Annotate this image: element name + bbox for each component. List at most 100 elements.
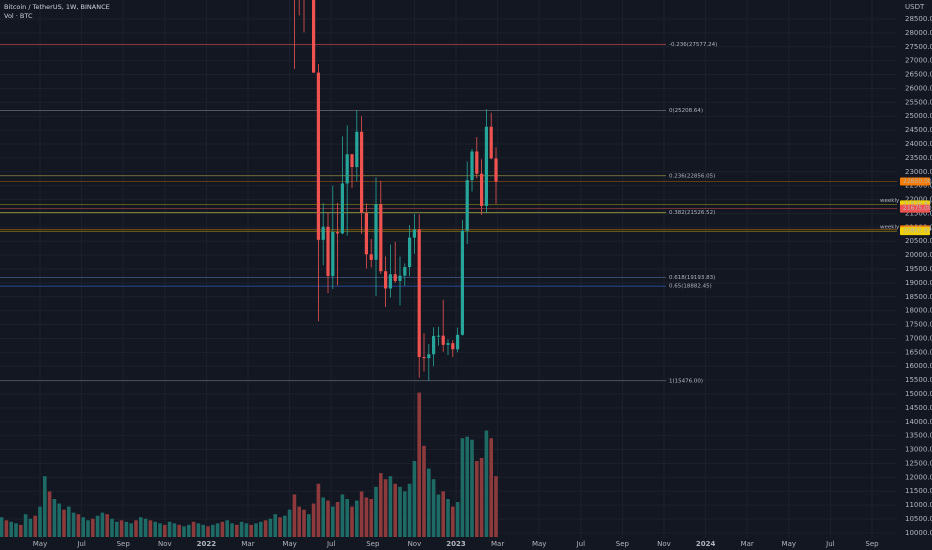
volume-bar	[9, 521, 13, 537]
x-tick-label: Sep	[117, 540, 131, 548]
candle-body	[432, 335, 436, 355]
volume-bar	[436, 494, 441, 537]
volume-bar	[215, 523, 220, 537]
candle-body	[388, 274, 392, 289]
fib-label: 0.65(18882.45)	[669, 284, 712, 290]
y-tick-label: 13000.00	[905, 446, 932, 454]
chart-subtitle: Vol · BTC	[4, 12, 33, 20]
x-tick-label: 2024	[696, 540, 716, 548]
y-tick-label: 17500.00	[905, 321, 932, 329]
volume-bar	[43, 476, 47, 537]
candle-body	[475, 151, 479, 174]
y-tick-label: 14500.00	[905, 404, 932, 412]
candle-body	[312, 0, 316, 73]
y-tick-label: 27000.00	[905, 57, 932, 65]
x-tick-label: Mar	[491, 540, 504, 548]
volume-bar	[139, 517, 143, 537]
y-tick-label: 20500.00	[905, 237, 932, 245]
y-tick-label: 24000.00	[905, 140, 932, 148]
x-tick-label: 2023	[446, 540, 466, 548]
candle-body	[379, 204, 383, 272]
y-tick-label: 16000.00	[905, 362, 932, 370]
volume-bar	[379, 473, 383, 537]
volume-bar	[388, 476, 393, 537]
volume-bar	[158, 523, 162, 537]
y-tick-label: 27500.00	[905, 43, 932, 51]
candle-body	[408, 237, 412, 268]
annotation: weekly	[880, 225, 900, 231]
volume-bar	[422, 445, 426, 537]
candle-body	[326, 226, 330, 276]
volume-bar	[71, 512, 76, 537]
volume-bar	[297, 506, 301, 537]
volume-bar	[28, 518, 33, 537]
x-tick-label: Mar	[241, 540, 254, 548]
volume-bar	[67, 506, 71, 537]
volume-bar	[446, 499, 450, 537]
volume-bar	[307, 514, 311, 537]
volume-bar	[167, 521, 172, 537]
volume-bar	[4, 520, 9, 537]
volume-bar	[95, 515, 100, 537]
candle-body	[451, 343, 455, 350]
candle-body	[480, 173, 484, 206]
y-tick-label: 25500.00	[905, 98, 932, 106]
volume-bar	[484, 430, 489, 537]
fib-label: 0.382(21526.52)	[669, 210, 715, 216]
y-tick-label: 11500.00	[905, 487, 932, 495]
candle-body	[403, 267, 407, 276]
volume-bar	[254, 523, 258, 537]
fib-label: 0.236(22856.05)	[669, 173, 715, 179]
y-tick-label: 14000.00	[905, 418, 932, 426]
volume-bar	[331, 506, 335, 537]
volume-bar	[460, 438, 465, 537]
candle-body	[340, 183, 344, 234]
fib-label: 0(25208.64)	[669, 108, 703, 114]
volume-bar	[187, 524, 191, 537]
volume-bar	[417, 392, 421, 537]
candle-body	[465, 180, 469, 231]
volume-bar	[19, 524, 23, 537]
volume-bar	[427, 468, 431, 537]
volume-bar	[115, 521, 119, 537]
x-tick-label: Jul	[576, 540, 586, 548]
x-tick-label: Jul	[76, 540, 86, 548]
x-tick-label: May	[532, 540, 546, 548]
price-label-box	[900, 204, 930, 213]
volume-bar	[451, 506, 455, 537]
volume-bar	[81, 517, 85, 537]
y-tick-label: 28500.00	[905, 15, 932, 23]
x-tick-label: Mar	[741, 540, 754, 548]
volume-bar	[268, 518, 273, 537]
chart-title: Bitcoin / TetherUS, 1W, BINANCE	[4, 3, 110, 11]
volume-bar	[273, 514, 277, 537]
fib-label: 0.618(19193.83)	[669, 275, 715, 281]
volume-bar	[431, 479, 436, 537]
candle-body	[360, 131, 364, 213]
volume-bar	[0, 517, 4, 537]
y-tick-label: 10000.00	[905, 529, 932, 537]
volume-bar	[172, 523, 177, 537]
x-tick-label: Sep	[366, 540, 380, 548]
candle-body	[331, 232, 335, 276]
y-tick-label: 24500.00	[905, 126, 932, 134]
volume-bar	[259, 521, 263, 537]
volume-bar	[201, 524, 205, 537]
volume-bar	[441, 491, 445, 537]
candle-body	[336, 232, 340, 234]
x-tick-label: Jul	[326, 540, 336, 548]
grid	[0, 0, 897, 538]
volume-bar	[249, 524, 253, 537]
candle-body	[436, 335, 440, 337]
x-tick-label: Nov	[408, 540, 422, 548]
volume-bar	[153, 521, 157, 537]
y-tick-label: 28000.00	[905, 29, 932, 37]
y-tick-label: 17000.00	[905, 334, 932, 342]
volume-bar	[479, 457, 484, 537]
volume-bar	[244, 523, 249, 537]
candle-body	[422, 357, 426, 359]
candle-body	[489, 126, 493, 159]
volume-bar	[110, 518, 114, 537]
candle-body	[446, 343, 450, 345]
volume-bar	[340, 494, 345, 537]
